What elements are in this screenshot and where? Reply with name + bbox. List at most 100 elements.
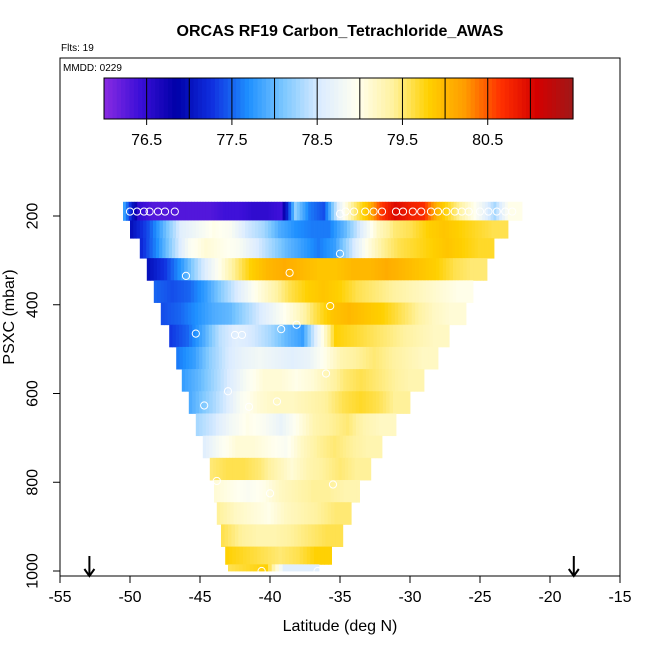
- heatmap-cell: [369, 369, 373, 392]
- heatmap-cell: [290, 435, 295, 459]
- heatmap-cell: [238, 346, 243, 370]
- heatmap-cell: [320, 480, 325, 503]
- y-tick-label: 600: [25, 380, 42, 407]
- heatmap-cell: [271, 220, 276, 239]
- heatmap-cell: [307, 369, 312, 392]
- sample-point: [139, 207, 149, 216]
- heatmap-cell: [166, 220, 170, 239]
- heatmap-cell: [354, 258, 359, 281]
- heatmap-cell: [369, 346, 373, 370]
- heatmap-cell: [270, 391, 275, 414]
- heatmap-cell: [369, 391, 373, 414]
- heatmap-cell: [402, 201, 406, 221]
- heatmap-cell: [313, 201, 318, 221]
- colorbar-swatch: [266, 78, 271, 119]
- heatmap-cell: [336, 480, 341, 503]
- heatmap-cell: [237, 280, 242, 303]
- heatmap-cell: [304, 369, 309, 392]
- heatmap-cell: [239, 391, 244, 414]
- heatmap-cell: [428, 346, 432, 370]
- heatmap-cell: [235, 346, 239, 370]
- heatmap-cell: [264, 435, 269, 459]
- heatmap-cell: [344, 258, 348, 281]
- heatmap-cell: [199, 346, 203, 370]
- heatmap-cell: [359, 346, 364, 370]
- heatmap-cell: [395, 280, 400, 303]
- heatmap-cell: [458, 238, 463, 259]
- heatmap-cell: [253, 564, 258, 572]
- heatmap-cell: [392, 220, 397, 239]
- heatmap-cell: [389, 391, 394, 414]
- heatmap-cell: [299, 457, 304, 481]
- heatmap-cell: [323, 435, 328, 459]
- heatmap-cell: [327, 220, 331, 239]
- heatmap-cell: [225, 435, 230, 459]
- heatmap-cell: [251, 346, 256, 370]
- heatmap-cell: [363, 220, 368, 239]
- sample-point: [244, 402, 254, 411]
- heatmap-cell: [215, 324, 220, 348]
- heatmap-cell: [195, 391, 200, 414]
- heatmap-cell: [301, 391, 305, 414]
- heatmap-cell: [229, 457, 233, 481]
- heatmap-cell: [274, 546, 279, 565]
- heatmap-cell: [169, 220, 174, 239]
- heatmap-cell: [208, 302, 213, 326]
- sample-points: [125, 207, 517, 576]
- heatmap-cell: [386, 391, 390, 414]
- heatmap-cell: [223, 238, 228, 259]
- heatmap-cell: [143, 238, 147, 259]
- colorbar-swatch: [372, 78, 378, 119]
- heatmap-cell: [382, 346, 387, 370]
- heatmap-cell: [358, 391, 363, 414]
- colorbar-swatch: [308, 78, 314, 119]
- heatmap-cell: [243, 502, 248, 525]
- heatmap-cell: [194, 280, 198, 303]
- heatmap-cell: [250, 502, 255, 525]
- heatmap-cell: [284, 280, 289, 303]
- heatmap-cell: [259, 302, 263, 326]
- heatmap-cell: [307, 391, 312, 414]
- heatmap-cell: [434, 346, 439, 370]
- heatmap-cell: [326, 302, 331, 326]
- heatmap-cell: [228, 564, 233, 572]
- heatmap-cell: [313, 546, 318, 565]
- heatmap-cell: [419, 238, 424, 259]
- heatmap-cell: [268, 238, 273, 259]
- heatmap-cell: [236, 502, 241, 525]
- heatmap-cell: [345, 413, 350, 437]
- heatmap-cell: [294, 391, 299, 414]
- heatmap-cell: [238, 564, 243, 572]
- heatmap-cell: [516, 201, 520, 221]
- heatmap-cell: [329, 435, 334, 459]
- heatmap-cell: [314, 369, 318, 392]
- heatmap-cell: [333, 220, 338, 239]
- heatmap-cell: [287, 238, 292, 259]
- heatmap-cell: [350, 258, 355, 281]
- colorbar-swatch: [496, 78, 502, 119]
- heatmap-cell: [191, 369, 196, 392]
- colorbar-swatch: [376, 78, 382, 119]
- heatmap-cell: [320, 324, 325, 348]
- heatmap-cell: [238, 324, 243, 348]
- heatmap-cell: [322, 413, 327, 437]
- heatmap-cell: [462, 280, 467, 303]
- heatmap-cell: [254, 220, 259, 239]
- heatmap-cell: [409, 220, 414, 239]
- heatmap-cell: [259, 258, 263, 281]
- heatmap-cell: [184, 238, 189, 259]
- heatmap-cell: [242, 302, 246, 326]
- heatmap-cell: [453, 201, 457, 221]
- heatmap-cell: [445, 238, 450, 259]
- heatmap-cell: [231, 258, 236, 281]
- heatmap-cell: [410, 238, 414, 259]
- heatmap-cell: [396, 324, 401, 348]
- heatmap-cell: [378, 280, 383, 303]
- heatmap-cell: [329, 238, 334, 259]
- heatmap-cell: [291, 369, 296, 392]
- heatmap-cell: [426, 238, 430, 259]
- heatmap-cell: [314, 391, 319, 414]
- colorbar-swatch: [325, 78, 331, 119]
- heatmap-cell: [202, 220, 206, 239]
- heatmap-cell: [419, 220, 423, 239]
